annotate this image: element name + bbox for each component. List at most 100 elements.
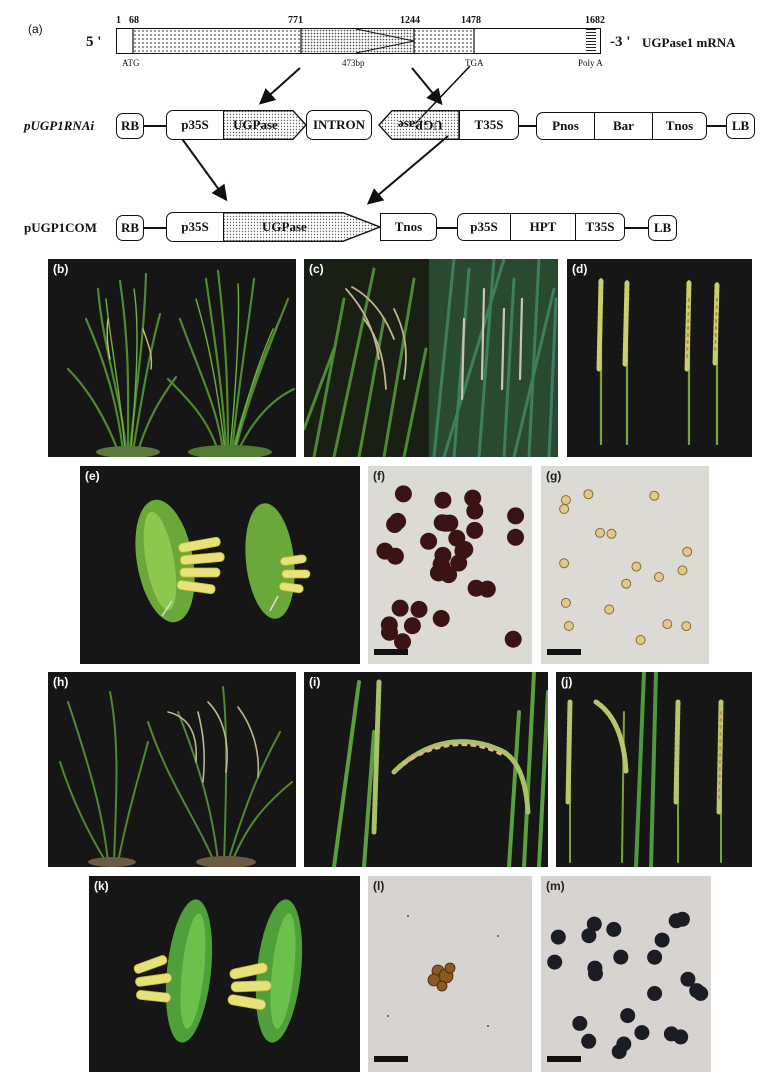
- panel-label-i: (i): [309, 675, 321, 689]
- pollen-grain: [663, 1026, 679, 1042]
- com-ugpase-label: UGPase: [262, 219, 307, 234]
- pollen-grain: [631, 561, 642, 572]
- pollen-grain: [621, 578, 632, 589]
- rnai-lb: LB: [726, 113, 755, 139]
- pollen-grain: [389, 512, 407, 530]
- pollen-grain: [391, 599, 409, 617]
- cds-region-2: [413, 29, 474, 53]
- pollen-cluster: [387, 915, 499, 1027]
- pollen-grains-empty: [559, 489, 693, 645]
- pollen-grain: [394, 485, 412, 503]
- panel-c-panicles-closeup: (c): [304, 259, 558, 457]
- pollen-grain: [620, 1008, 636, 1024]
- three-prime-label: -3 ': [610, 34, 631, 50]
- com-p35s: p35S: [166, 212, 224, 242]
- pollen-grain: [674, 911, 690, 927]
- pollen-grain: [647, 986, 663, 1001]
- tga-label: TGA: [465, 58, 484, 68]
- pollen-grains-dark: [547, 911, 709, 1060]
- rnai-tnos: Tnos: [652, 112, 707, 140]
- com-tnos: Tnos: [380, 213, 437, 241]
- panel-j-panicles: (j): [556, 672, 752, 867]
- panel-h-rice-plants: (h): [48, 672, 296, 867]
- panel-label-l: (l): [373, 879, 385, 893]
- rnai-p35s: p35S: [166, 110, 224, 140]
- pos-1682: 1682: [585, 15, 605, 26]
- pollen-grain: [547, 954, 563, 970]
- pos-1478: 1478: [461, 15, 481, 26]
- panel-m-pollen-stained: (m): [541, 876, 711, 1072]
- rnai-ugpase-arrow: [223, 110, 307, 140]
- pollen-grain: [381, 623, 398, 641]
- rnai-ugpase-rev-label: UGPase: [398, 118, 443, 133]
- pollen-grain: [587, 960, 603, 976]
- pollen-grain: [662, 619, 673, 630]
- pollen-grain: [456, 541, 474, 558]
- scale-bar: [547, 649, 581, 655]
- com-p35s-2: p35S: [457, 213, 511, 241]
- panel-label-f: (f): [373, 469, 385, 483]
- panel-label-d: (d): [572, 262, 588, 276]
- construct-diagram: (a) 5 ' 1 68 771 1244 1478 1682 ATG 473b…: [0, 0, 777, 250]
- pollen-grain: [581, 1033, 597, 1049]
- pollen-grain: [583, 489, 594, 500]
- cds-region-1: [133, 29, 301, 53]
- atg-label: ATG: [122, 58, 140, 68]
- pollen-grain: [595, 527, 605, 538]
- pollen-grain: [376, 542, 394, 560]
- panel-label-b: (b): [53, 262, 69, 276]
- panel-d-panicles: (d): [567, 259, 752, 457]
- pos-68: 68: [129, 15, 139, 26]
- pollen-grain: [559, 504, 570, 514]
- mrna-dividers: [132, 28, 475, 54]
- pollen-grain: [654, 572, 664, 582]
- pollen-grain: [647, 949, 663, 965]
- scale-bar: [374, 649, 408, 655]
- panel-k-spikelets: (k): [89, 876, 360, 1072]
- pollen-grain: [434, 491, 452, 509]
- panel-label-e: (e): [85, 469, 100, 483]
- pos-771: 771: [288, 15, 303, 26]
- pollen-grain: [611, 1044, 627, 1060]
- pollen-grain: [403, 617, 421, 635]
- pollen-grain: [432, 610, 450, 627]
- pollen-grain: [560, 495, 571, 506]
- com-rb: RB: [116, 215, 144, 241]
- panel-label-j: (j): [561, 675, 573, 689]
- pollen-grain: [635, 635, 646, 645]
- panel-i-panicles-closeup: (i): [304, 672, 548, 867]
- pollen-grain: [450, 554, 468, 572]
- pollen-grain: [649, 490, 660, 501]
- pollen-grain: [467, 579, 485, 597]
- pollen-grain: [410, 600, 428, 618]
- pollen-grain: [560, 597, 571, 608]
- com-hpt: HPT: [510, 213, 576, 241]
- com-construct-name: pUGP1COM: [24, 220, 97, 235]
- panel-g-pollen-sterile: (g): [541, 466, 709, 664]
- rnai-t35s: T35S: [459, 110, 519, 140]
- com-lb: LB: [648, 215, 677, 241]
- pollen-grain: [613, 949, 629, 965]
- panel-e-spikelets: (e): [80, 466, 360, 664]
- pollen-grain: [466, 502, 484, 520]
- five-prime-label: 5 ': [86, 34, 102, 50]
- mrna-name: UGPase1 mRNA: [642, 35, 736, 50]
- pollen-grain: [677, 565, 688, 576]
- pollen-grain: [563, 621, 574, 631]
- rnai-construct-name: pUGP1RNAi: [24, 118, 95, 133]
- intron-size-label: 473bp: [342, 58, 365, 68]
- panel-label-m: (m): [546, 879, 565, 893]
- pollen-grains-dark: [376, 485, 525, 651]
- panel-b-rice-plants: (b): [48, 259, 296, 457]
- pollen-grain: [680, 971, 696, 987]
- pollen-grain: [420, 532, 438, 550]
- pollen-grain: [464, 489, 482, 507]
- pollen-grain: [681, 621, 692, 632]
- pollen-grain: [606, 528, 617, 539]
- pos-1: 1: [116, 15, 121, 26]
- pollen-grain: [504, 630, 522, 648]
- scale-bar: [374, 1056, 408, 1062]
- pollen-grain: [586, 916, 602, 932]
- rnai-ugpase-label: UGPase: [233, 117, 278, 132]
- pollen-grain: [507, 528, 524, 546]
